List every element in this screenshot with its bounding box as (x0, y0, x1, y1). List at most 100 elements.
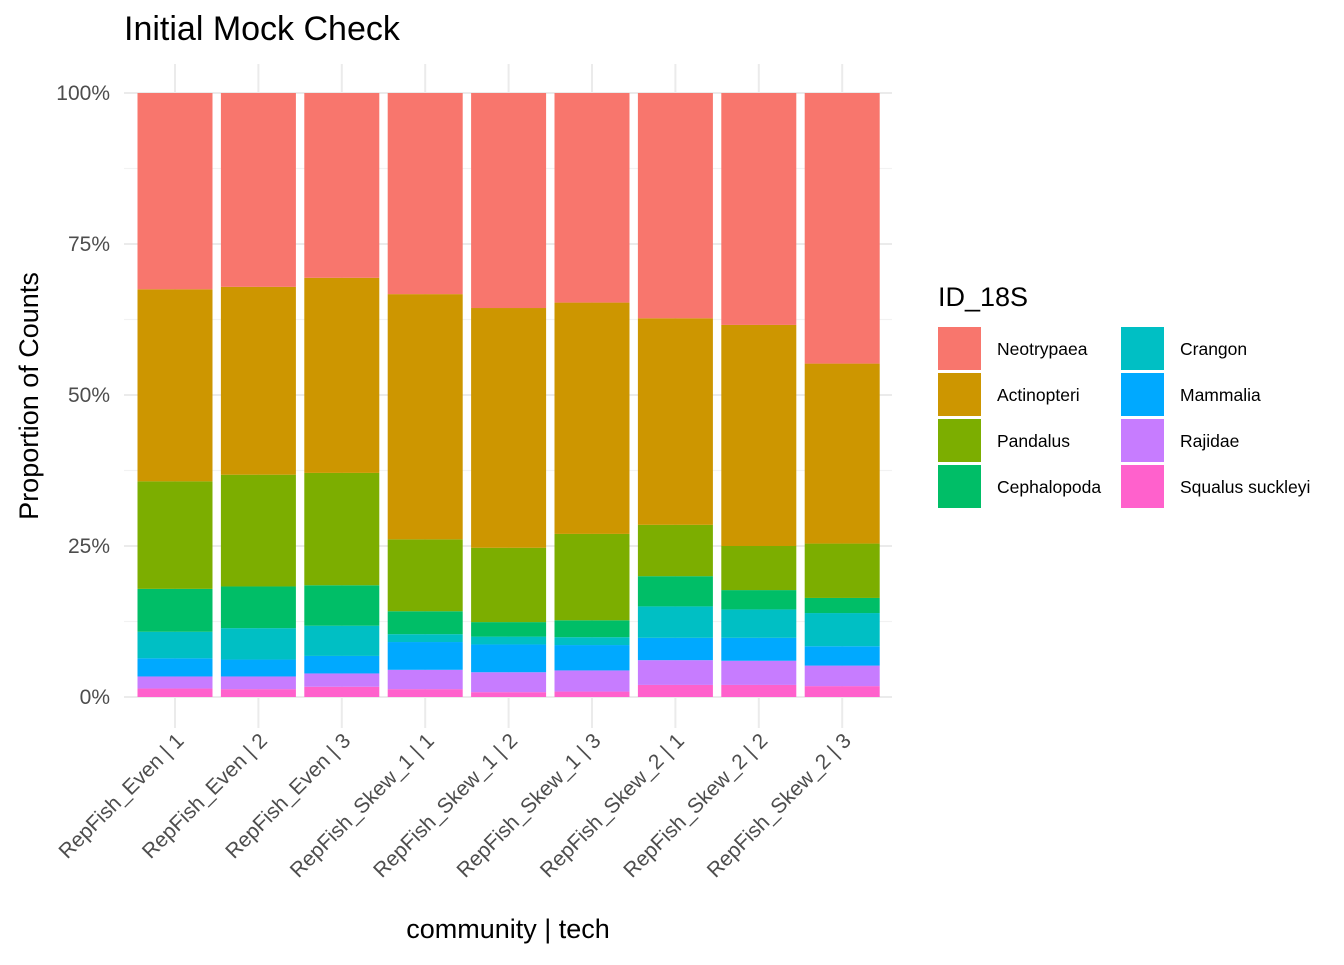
bar-segment (721, 93, 797, 325)
legend-key (938, 327, 981, 370)
bar-segment (721, 637, 797, 661)
legend: ID_18S Neotrypaea Actinopteri Pandalus Ceph… (938, 282, 1310, 508)
x-tick-label: RepFish_Skew_1 | 3 (453, 729, 606, 882)
bar-segment (554, 302, 630, 534)
bar-segment (387, 294, 463, 540)
y-axis-label: Proportion of Counts (14, 272, 44, 520)
bar-segment (471, 547, 547, 623)
bar-segment (304, 686, 380, 697)
bar-segment (387, 93, 463, 295)
bar-segment (554, 670, 630, 692)
legend-label: Squalus suckleyi (1180, 477, 1310, 497)
bar-segment (137, 676, 213, 689)
bar-segment (220, 628, 296, 660)
bar-segment (471, 93, 547, 309)
bar-segment (304, 673, 380, 687)
legend-label: Neotrypaea (997, 339, 1088, 359)
legend-label: Mammalia (1180, 385, 1261, 405)
bar-segment (137, 631, 213, 659)
bar-segment (220, 676, 296, 690)
bar-segment (471, 308, 547, 548)
legend-label: Pandalus (997, 431, 1070, 451)
legend-key (1121, 327, 1164, 370)
bar-segment (304, 585, 380, 626)
bar-segment (804, 665, 880, 687)
legend-key (938, 373, 981, 416)
bar-segment (304, 625, 380, 656)
bar-segment (804, 543, 880, 598)
x-axis-label: community | tech (406, 914, 610, 944)
bar-segment (554, 637, 630, 646)
y-tick-label: 25% (68, 535, 110, 558)
bar-segment (304, 472, 380, 586)
x-tick-label: RepFish_Skew_1 | 1 (286, 729, 439, 882)
bar-segment (471, 622, 547, 637)
y-tick-label: 75% (68, 233, 110, 256)
y-tick-label: 50% (68, 384, 110, 407)
x-tick-label: RepFish_Skew_1 | 2 (369, 729, 522, 882)
bar-segment (387, 642, 463, 670)
bar-segment (637, 606, 713, 638)
bar-segment (554, 645, 630, 671)
bar-segment (220, 474, 296, 587)
bar-segment (804, 597, 880, 614)
legend-label: Cephalopoda (997, 477, 1101, 497)
bar-segment (804, 363, 880, 544)
bar-segment (471, 636, 547, 645)
bar-segment (804, 613, 880, 647)
bar-segment (637, 318, 713, 525)
legend-key (1121, 373, 1164, 416)
bar-segment (637, 576, 713, 607)
bar-segment (721, 684, 797, 697)
bar-segment (137, 658, 213, 677)
bar-segment (304, 277, 380, 473)
bar-segment (220, 689, 296, 697)
bar-segment (554, 620, 630, 638)
bar-segment (220, 586, 296, 629)
x-tick-label: RepFish_Skew_2 | 1 (536, 729, 689, 882)
bar-segment (137, 289, 213, 482)
bar-segment (637, 524, 713, 577)
legend-key (1121, 465, 1164, 508)
legend-label: Crangon (1180, 339, 1247, 359)
chart-title: Initial Mock Check (124, 10, 401, 48)
bar-segment (637, 637, 713, 661)
legend-label: Rajidae (1180, 431, 1239, 451)
bar-segment (387, 689, 463, 697)
bar-segment (637, 684, 713, 697)
bar-segment (721, 660, 797, 685)
bar-segment (137, 93, 213, 290)
bar-segment (220, 659, 296, 677)
y-tick-label: 0% (80, 686, 110, 709)
bar-segment (137, 588, 213, 632)
bar-segment (471, 692, 547, 697)
bar-segment (554, 93, 630, 303)
bar-segment (387, 611, 463, 635)
legend-key (938, 465, 981, 508)
bar-segment (721, 590, 797, 610)
bar-segment (220, 286, 296, 475)
bar-segment (471, 672, 547, 693)
bars (137, 93, 880, 697)
x-tick-label: RepFish_Skew_2 | 3 (703, 729, 856, 882)
y-tick-label: 100% (56, 82, 110, 105)
bar-segment (387, 634, 463, 643)
bar-segment (721, 324, 797, 546)
bar-segment (804, 93, 880, 364)
bar-segment (804, 686, 880, 697)
bar-segment (637, 93, 713, 319)
bar-segment (137, 688, 213, 697)
bar-segment (387, 539, 463, 612)
bar-segment (554, 691, 630, 697)
bar-segment (554, 533, 630, 621)
legend-key (1121, 419, 1164, 462)
bar-segment (721, 546, 797, 591)
bar-segment (304, 655, 380, 674)
x-tick-label: RepFish_Skew_2 | 2 (619, 729, 772, 882)
bar-segment (137, 481, 213, 589)
bar-segment (387, 669, 463, 690)
bar-segment (220, 93, 296, 287)
legend-label: Actinopteri (997, 385, 1080, 405)
